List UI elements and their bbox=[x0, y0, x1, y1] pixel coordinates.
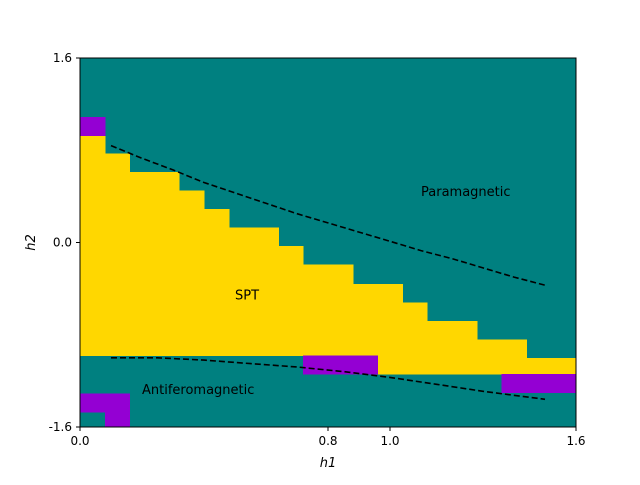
heatmap-cell-purple bbox=[80, 116, 106, 136]
boundary-dashed-line bbox=[110, 144, 546, 286]
phase-label: Paramagnetic bbox=[421, 185, 511, 200]
heatmap-cell-spt bbox=[476, 339, 527, 375]
heatmap-cell-spt bbox=[278, 245, 304, 357]
x-axis-label: h1 bbox=[320, 456, 337, 471]
y-tick-label: -1.6 bbox=[49, 420, 72, 434]
heatmap-cell-purple bbox=[80, 393, 131, 413]
phase-boundaries bbox=[110, 144, 546, 401]
heatmap-cell-spt bbox=[303, 264, 354, 357]
x-tick-label: 1.6 bbox=[566, 434, 585, 448]
heatmap-cell-spt bbox=[377, 284, 403, 375]
heatmap-cell-spt bbox=[179, 190, 205, 357]
heatmap-cell-purple bbox=[501, 373, 577, 393]
heatmap-cell-spt bbox=[526, 357, 577, 375]
boundary-dashed-line bbox=[111, 356, 546, 401]
y-tick-label: 1.6 bbox=[53, 51, 72, 65]
heatmap-cell-spt bbox=[129, 172, 180, 357]
x-tick-label: 0.0 bbox=[70, 434, 89, 448]
phase-label: Antiferomagnetic bbox=[142, 383, 254, 398]
heatmap-cell-spt bbox=[352, 284, 379, 357]
y-tick-label: 0.0 bbox=[53, 236, 72, 250]
phase-label: SPT bbox=[235, 289, 259, 304]
x-tick-label: 0.8 bbox=[318, 434, 337, 448]
heatmap-cell-spt bbox=[204, 209, 230, 357]
heatmap-cell-spt bbox=[80, 135, 106, 357]
y-axis-label: h2 bbox=[24, 234, 39, 251]
x-tick-label: 1.0 bbox=[380, 434, 399, 448]
heatmap-cell-spt bbox=[104, 153, 131, 357]
plot-area bbox=[80, 58, 577, 428]
heatmap-cell-spt bbox=[427, 320, 478, 375]
heatmap-cell-spt bbox=[402, 302, 428, 375]
phase-annotations: Paramagnetic SPT Antiferomagnetic bbox=[142, 185, 511, 398]
heatmap-cell-purple bbox=[104, 412, 131, 428]
heatmap-cell-spt bbox=[228, 227, 279, 357]
